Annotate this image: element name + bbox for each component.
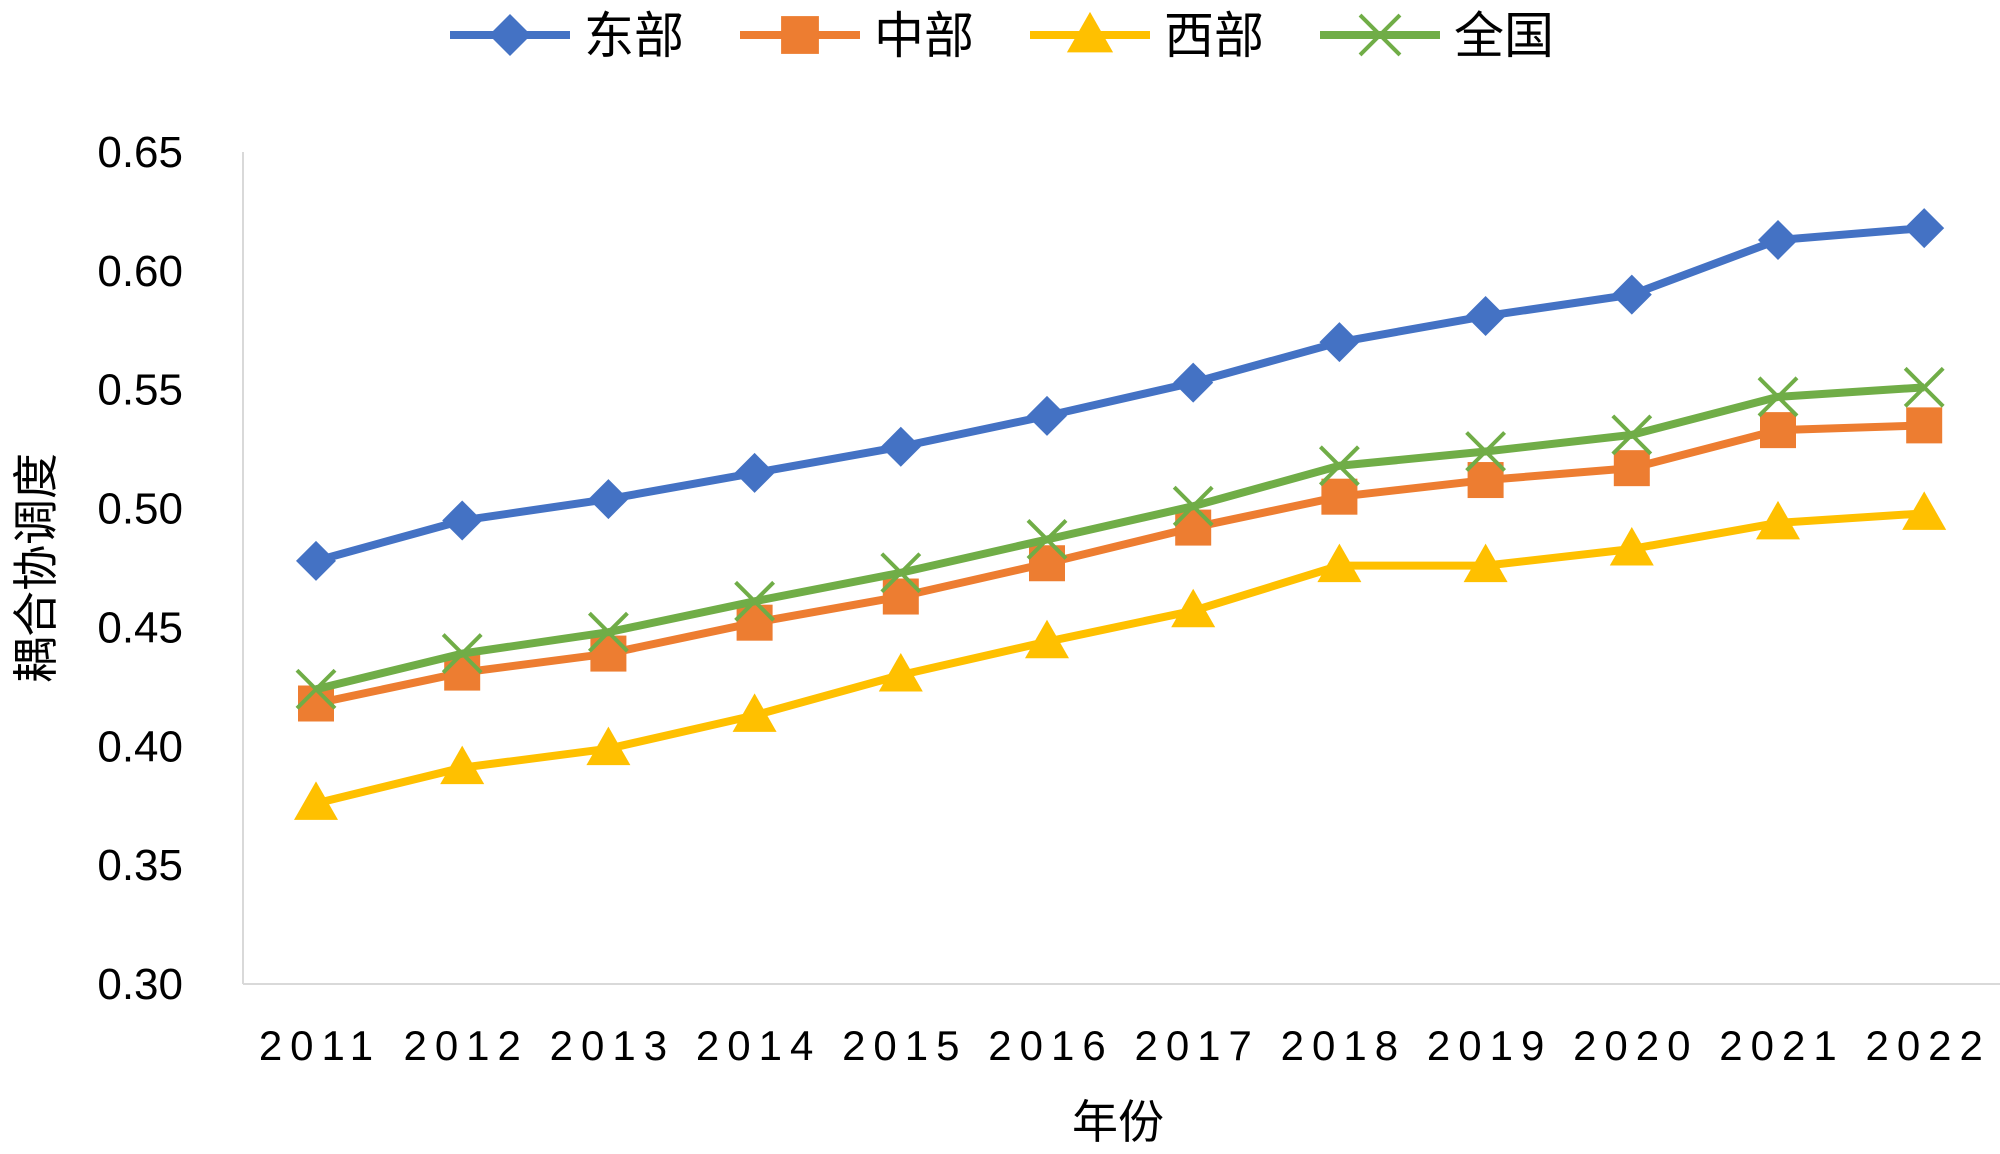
data-point [734, 452, 775, 493]
data-point [880, 426, 921, 467]
data-point [1757, 376, 1799, 418]
legend-label: 全国 [1454, 7, 1554, 65]
data-point [441, 633, 483, 674]
data-point [1026, 519, 1068, 560]
data-point [1760, 412, 1796, 449]
data-point [586, 726, 631, 766]
data-point [1025, 619, 1069, 659]
legend: 东部 中部 西部 全国 [450, 7, 1554, 65]
y-tick-label: 0.40 [97, 722, 183, 771]
data-point [588, 479, 629, 520]
data-point [1465, 431, 1507, 472]
data-point [590, 635, 627, 672]
legend-label: 东部 [584, 7, 684, 65]
data-point [734, 580, 776, 622]
x-tick-label: 2013 [550, 1022, 675, 1069]
series-东部 [296, 208, 1945, 581]
x-tick-label: 2015 [842, 1022, 967, 1069]
legend-label: 西部 [1164, 7, 1264, 65]
data-point [1467, 462, 1504, 499]
data-point [440, 745, 485, 785]
x-tick-label: 2014 [696, 1022, 821, 1069]
data-point [294, 781, 338, 820]
data-point [296, 540, 336, 581]
series-中部 [298, 407, 1943, 722]
data-point [1175, 509, 1212, 546]
data-point [1173, 362, 1214, 403]
series-西部 [294, 491, 1947, 820]
plot-area [294, 208, 1947, 820]
y-tick-label: 0.35 [97, 841, 183, 890]
y-tick-label: 0.50 [97, 485, 183, 534]
data-point [732, 693, 777, 732]
data-point [1463, 543, 1508, 583]
x-axis-label: 年份 [1072, 1095, 1164, 1149]
data-point [880, 552, 922, 594]
y-axis-label: 耦合协调度 [9, 453, 63, 683]
series-line [315, 421, 1925, 708]
data-point [1321, 478, 1358, 515]
y-tick-label: 0.55 [97, 366, 183, 415]
y-tick-label: 0.65 [97, 128, 183, 177]
data-point [1906, 407, 1943, 444]
x-tick-label: 2011 [259, 1022, 381, 1069]
data-point [1465, 296, 1506, 337]
x-tick-label: 2021 [1719, 1022, 1844, 1069]
data-point [1756, 500, 1800, 540]
data-point [1611, 274, 1652, 315]
legend-label: 中部 [874, 7, 974, 65]
series-全国 [295, 366, 1945, 710]
x-tick-label: 2020 [1573, 1022, 1698, 1069]
legend-marker [1066, 11, 1114, 53]
x-tick-label: 2018 [1281, 1022, 1406, 1069]
data-point [1027, 395, 1067, 436]
legend-entry: 东部 [450, 7, 684, 65]
data-point [587, 611, 629, 653]
data-point [1171, 588, 1216, 628]
x-tick-label: 2017 [1134, 1022, 1259, 1069]
legend-entry: 西部 [1030, 7, 1264, 65]
legend-entry: 中部 [740, 7, 974, 65]
data-point [1318, 445, 1360, 487]
legend-marker [489, 14, 531, 56]
x-axis: 2011 2012 2013 2014 2015 2016 2017 2018 2019 2020… [243, 983, 2000, 1069]
data-point [1319, 322, 1360, 363]
data-point [1609, 526, 1654, 566]
data-point [295, 668, 337, 710]
y-tick-label: 0.30 [97, 960, 183, 1009]
legend-marker [781, 16, 819, 54]
data-point [442, 500, 483, 541]
data-point [1172, 485, 1214, 527]
data-point [1903, 366, 1945, 408]
series-line [315, 383, 1925, 694]
data-point [1758, 219, 1798, 260]
x-tick-label: 2012 [403, 1022, 528, 1069]
x-tick-label: 2022 [1865, 1022, 1990, 1069]
data-point [878, 652, 923, 692]
series-line [315, 509, 1925, 808]
data-point [1611, 414, 1653, 456]
y-tick-label: 0.45 [97, 603, 183, 652]
data-point [1317, 543, 1362, 583]
y-tick-label: 0.60 [97, 247, 183, 296]
data-point [1904, 208, 1945, 249]
data-point [736, 604, 773, 641]
y-axis: 0.30 0.35 0.40 0.45 0.50 0.55 0.60 0.65 [97, 128, 244, 1009]
data-point [1902, 491, 1947, 530]
data-point [1613, 450, 1650, 487]
x-tick-label: 2016 [988, 1022, 1113, 1069]
series-line [314, 224, 1925, 565]
x-tick-label: 2019 [1427, 1022, 1552, 1069]
legend-entry: 全国 [1320, 7, 1554, 65]
legend-marker [1358, 13, 1402, 57]
